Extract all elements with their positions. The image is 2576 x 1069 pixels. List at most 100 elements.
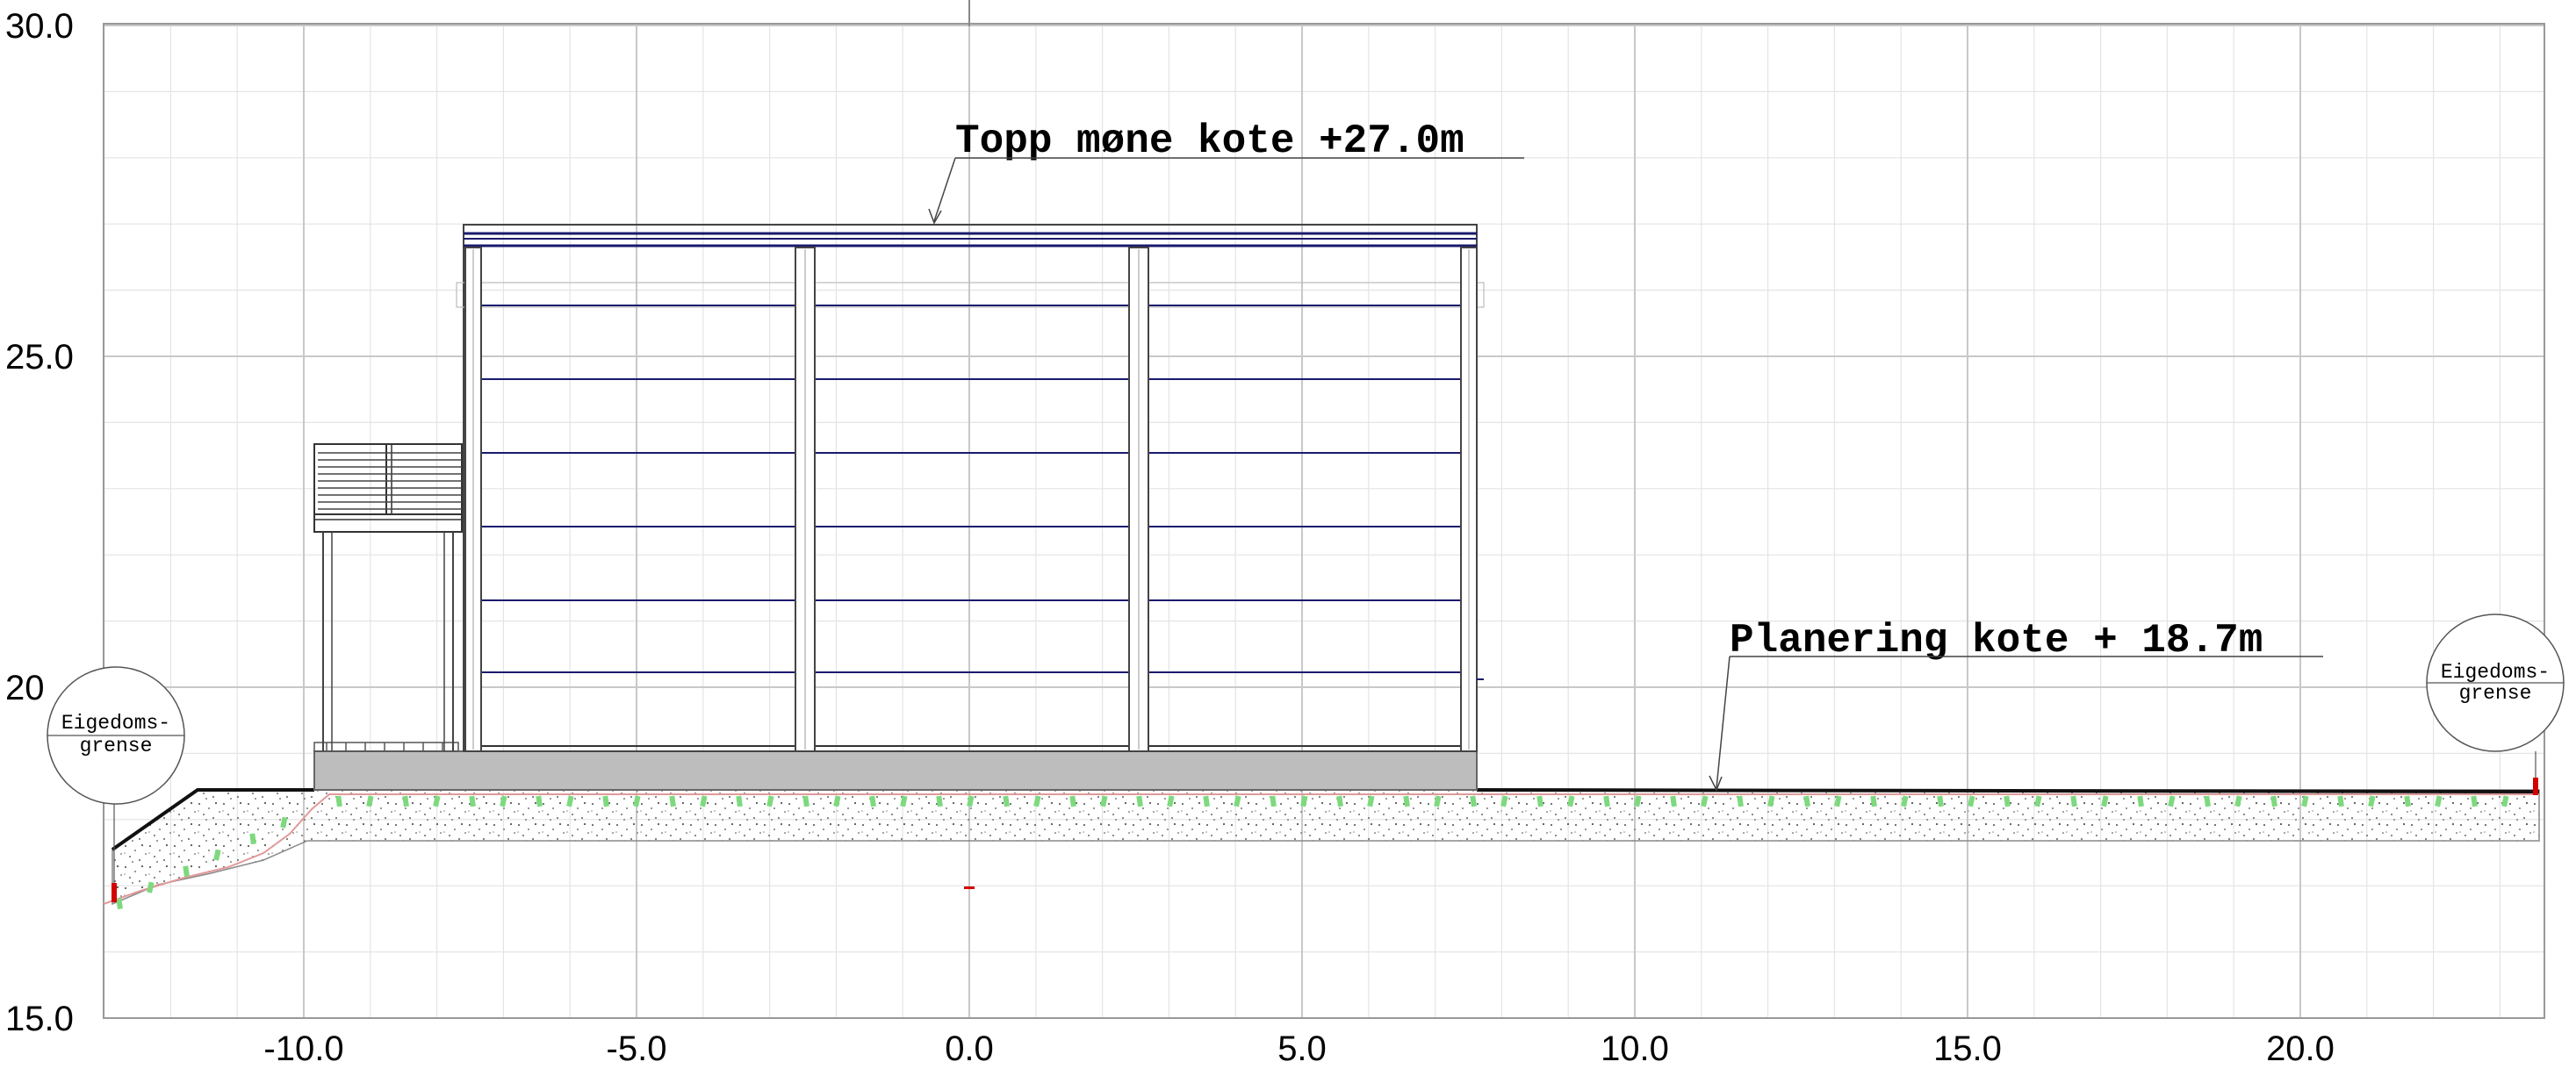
vegetation-mark <box>967 795 975 807</box>
vegetation-mark <box>213 849 221 861</box>
vegetation-mark <box>602 795 609 807</box>
vegetation-mark <box>1136 795 1143 807</box>
vegetation-mark <box>1737 795 1744 807</box>
facade-columns <box>464 247 1478 752</box>
vegetation-mark <box>900 795 908 807</box>
vegetation-mark <box>736 795 743 807</box>
vegetation-mark <box>402 795 409 807</box>
vegetation-mark <box>1901 795 1909 807</box>
major-grid <box>103 23 2545 1019</box>
vegetation-mark <box>2270 795 2277 807</box>
vegetation-mark <box>335 795 342 807</box>
vegetation-mark <box>1003 795 1010 807</box>
vegetation-mark <box>280 816 288 829</box>
vegetation-mark <box>633 795 641 807</box>
facade-panel-lines <box>481 305 1461 747</box>
vegetation-mark <box>2137 795 2144 807</box>
vegetation-mark <box>2034 795 2042 807</box>
foundation-top-rail <box>313 742 459 752</box>
vegetation-mark <box>1870 795 1877 807</box>
roof-outline-faint <box>456 282 1485 308</box>
vegetation-mark <box>500 795 507 807</box>
vegetation-mark <box>2234 795 2242 807</box>
balcony <box>313 443 463 751</box>
vegetation-mark <box>1567 795 1575 807</box>
vegetation-mark <box>2337 795 2344 807</box>
vegetation-mark <box>1536 795 1543 807</box>
vegetation-mark <box>1167 795 1175 807</box>
boundary-right-line1: Eigedoms- <box>2441 661 2550 684</box>
vegetation-mark <box>1603 795 1610 807</box>
center-marker <box>964 886 975 889</box>
vegetation-mark <box>2204 795 2211 807</box>
vegetation-mark <box>669 795 676 807</box>
plot-frame <box>103 23 2545 1019</box>
vegetation-mark <box>1203 795 1210 807</box>
vegetation-mark <box>147 881 155 893</box>
x-tick-label: 15.0 <box>1933 1030 2002 1068</box>
original-terrain-line <box>103 793 2539 905</box>
vegetation-mark <box>1968 795 1975 807</box>
vegetation-mark <box>566 795 574 807</box>
y-axis-tick-labels: 15.0 20 25.0 30.0 <box>5 7 74 1038</box>
vegetation-mark <box>2168 795 2176 807</box>
boundary-right-line2: grense <box>2459 682 2532 705</box>
vegetation-mark <box>1270 795 1277 807</box>
boundary-marker-right: Eigedoms- grense <box>2426 613 2565 795</box>
vegetation-mark <box>2301 795 2309 807</box>
vegetation-mark <box>700 795 708 807</box>
vegetation-mark <box>2501 795 2509 807</box>
vegetation-mark <box>802 795 809 807</box>
finished-grade-line <box>111 788 2540 851</box>
vegetation-mark <box>469 795 476 807</box>
y-tick-label: 30.0 <box>5 7 74 46</box>
vegetation-mark <box>1069 795 1076 807</box>
y-tick-label: 25.0 <box>5 338 74 377</box>
vegetation-mark <box>1834 795 1842 807</box>
vegetation-mark <box>183 865 190 878</box>
minor-grid <box>103 24 2544 1018</box>
vegetation-mark <box>1100 795 1108 807</box>
vegetation-marks <box>116 795 2509 910</box>
vegetation-mark <box>936 795 943 807</box>
vegetation-mark <box>1937 795 1944 807</box>
vegetation-mark <box>833 795 841 807</box>
vegetation-mark <box>1500 795 1508 807</box>
y-tick-label: 20 <box>5 669 45 707</box>
x-axis-tick-labels: -10.0 -5.0 0.0 5.0 10.0 15.0 20.0 <box>263 1030 2335 1068</box>
terrain-gravel-fill <box>112 789 2540 906</box>
x-tick-label: 5.0 <box>1277 1030 1327 1068</box>
vegetation-mark <box>869 795 876 807</box>
vegetation-mark <box>766 795 774 807</box>
vegetation-mark <box>1634 795 1642 807</box>
balcony-railing-bars <box>318 452 462 510</box>
vegetation-mark <box>2070 795 2077 807</box>
vegetation-mark <box>1336 795 1343 807</box>
roof-ridge <box>464 232 1477 248</box>
vegetation-mark <box>2004 795 2011 807</box>
vegetation-mark <box>1701 795 1709 807</box>
vegetation-mark <box>1234 795 1241 807</box>
grade-annotation: Planering kote + 18.7m <box>1709 618 2323 792</box>
vegetation-mark <box>249 833 256 845</box>
boundary-marker-left: Eigedoms- grense <box>47 666 185 902</box>
vegetation-mark <box>2404 795 2411 807</box>
vegetation-mark <box>2101 795 2109 807</box>
vegetation-mark <box>1434 795 1442 807</box>
vegetation-mark <box>1470 795 1477 807</box>
vegetation-mark <box>536 795 543 807</box>
vegetation-mark <box>2368 795 2376 807</box>
y-tick-label: 15.0 <box>5 1000 74 1038</box>
vegetation-mark <box>1300 795 1308 807</box>
ridge-annotation: Topp møne kote +27.0m <box>928 118 1524 225</box>
x-tick-label: -10.0 <box>263 1030 343 1068</box>
vegetation-mark <box>1670 795 1677 807</box>
vegetation-mark <box>1403 795 1410 807</box>
vegetation-mark <box>366 795 374 807</box>
vegetation-mark <box>433 795 441 807</box>
ridge-label: Topp møne kote +27.0m <box>955 118 1464 164</box>
vegetation-mark <box>1803 795 1810 807</box>
deck-rail-posts <box>326 743 443 751</box>
vegetation-mark <box>2435 795 2443 807</box>
